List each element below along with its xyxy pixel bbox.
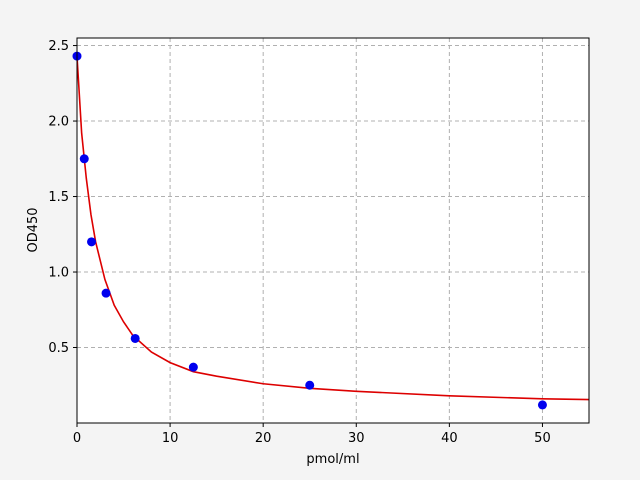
x-tick-label: 20 bbox=[255, 431, 272, 446]
y-tick-label: 2.5 bbox=[48, 39, 69, 54]
data-point bbox=[101, 288, 111, 298]
data-points-layer bbox=[72, 51, 547, 410]
y-axis-label: OD450 bbox=[26, 207, 41, 252]
y-tick-label: 2.0 bbox=[48, 115, 69, 130]
y-tick-label: 0.5 bbox=[48, 341, 69, 356]
plot-frame bbox=[76, 37, 590, 424]
y-tick-label: 1.5 bbox=[48, 190, 69, 205]
plot-area bbox=[77, 38, 589, 423]
y-tick-label: 1.0 bbox=[48, 266, 69, 281]
data-point bbox=[537, 400, 547, 410]
axis-ticks: 0 10 20 30 40 50 0.5 1.0 1.5 2.0 2.5 bbox=[48, 39, 550, 446]
x-tick-label: 0 bbox=[73, 431, 81, 446]
data-point bbox=[305, 380, 315, 390]
fit-curve-layer bbox=[76, 56, 590, 401]
x-tick-label: 30 bbox=[348, 431, 365, 446]
data-point bbox=[79, 154, 89, 164]
x-tick-label: 10 bbox=[162, 431, 179, 446]
data-point bbox=[188, 362, 198, 372]
x-tick-label: 50 bbox=[534, 431, 551, 446]
data-point bbox=[87, 237, 97, 247]
fit-curve bbox=[76, 56, 590, 401]
gridlines bbox=[77, 38, 589, 423]
x-axis-label: pmol/ml bbox=[306, 452, 359, 467]
x-tick-label: 40 bbox=[441, 431, 458, 446]
data-point bbox=[130, 333, 140, 343]
